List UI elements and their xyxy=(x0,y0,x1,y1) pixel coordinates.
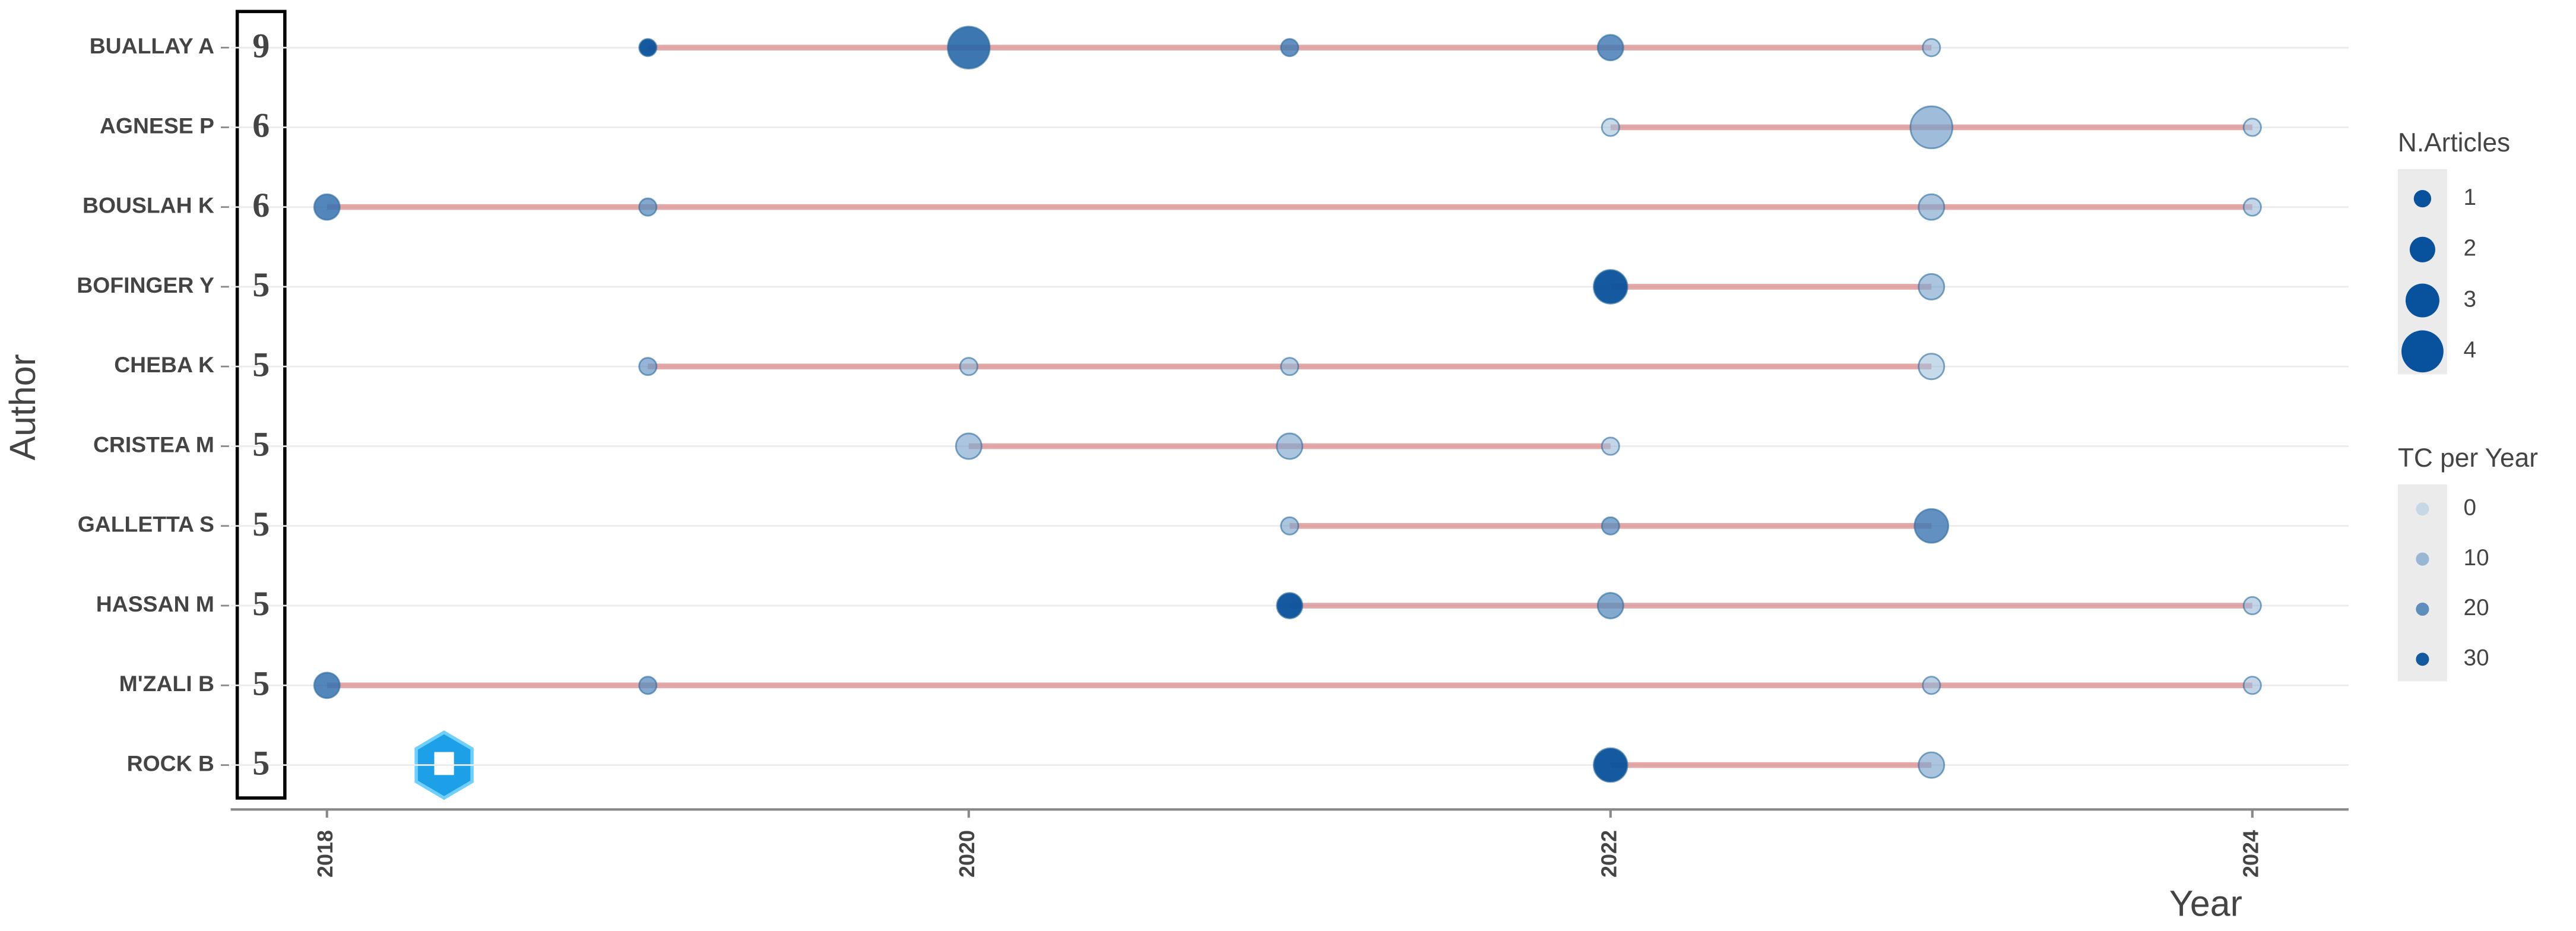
point xyxy=(1596,592,1624,619)
point xyxy=(638,197,658,217)
legend-color-key xyxy=(2416,653,2429,666)
legend-title: TC per Year xyxy=(2398,444,2538,473)
total-label: 5 xyxy=(252,744,270,783)
legend-color-key xyxy=(2416,602,2429,616)
point xyxy=(638,38,658,58)
legend-label: 10 xyxy=(2464,545,2489,571)
point xyxy=(2242,118,2262,137)
legend-panel xyxy=(2397,484,2447,682)
point xyxy=(1601,436,1620,456)
point xyxy=(2242,596,2262,616)
point xyxy=(1592,269,1628,305)
legend-label: 3 xyxy=(2464,286,2477,312)
point xyxy=(1280,38,1300,58)
legend-label: 2 xyxy=(2464,236,2477,261)
total-label: 5 xyxy=(252,664,270,702)
point xyxy=(1601,118,1620,137)
point xyxy=(1276,592,1304,619)
point xyxy=(1918,193,1946,221)
point xyxy=(313,193,341,221)
total-label: 5 xyxy=(252,505,270,543)
y-tick-label: CHEBA K xyxy=(114,352,214,377)
y-tick-label: HASSAN M xyxy=(96,591,214,616)
x-axis-title: Year xyxy=(2169,884,2242,924)
total-label: 5 xyxy=(252,265,270,304)
point xyxy=(313,672,341,699)
point xyxy=(1918,273,1946,300)
point xyxy=(1922,38,1941,58)
point xyxy=(1280,516,1300,536)
point xyxy=(1601,516,1620,536)
legend-label: 20 xyxy=(2464,595,2489,620)
total-label: 6 xyxy=(252,106,270,145)
legend-label: 30 xyxy=(2464,645,2489,671)
x-tick-label: 2018 xyxy=(313,830,337,878)
point xyxy=(1922,676,1941,695)
total-label: 5 xyxy=(252,345,270,384)
point xyxy=(1276,432,1304,460)
point xyxy=(955,432,983,460)
point xyxy=(1596,34,1624,62)
legend-color-key xyxy=(2416,552,2429,566)
y-tick-label: ROCK B xyxy=(127,750,214,775)
legend-label: 0 xyxy=(2464,495,2477,521)
point xyxy=(1918,353,1946,381)
x-tick-label: 2022 xyxy=(1596,830,1621,878)
legend-size-key xyxy=(2401,330,2444,373)
point xyxy=(959,357,978,376)
total-label: 9 xyxy=(252,26,270,65)
point xyxy=(1913,508,1950,544)
legend-label: 4 xyxy=(2464,337,2477,363)
point xyxy=(1909,105,1954,150)
legend-color-key xyxy=(2416,502,2429,516)
totals-box xyxy=(235,10,287,800)
legend-size-key xyxy=(2405,283,2439,318)
legend-size-key xyxy=(2413,189,2432,208)
x-tick-label: 2020 xyxy=(955,830,979,878)
total-label: 5 xyxy=(252,425,270,464)
point xyxy=(1280,357,1300,376)
y-tick-label: CRISTEA M xyxy=(93,432,214,457)
point xyxy=(1918,751,1946,779)
point xyxy=(2242,676,2262,695)
point xyxy=(638,676,658,695)
point xyxy=(946,26,991,69)
x-tick-label: 2024 xyxy=(2238,830,2263,878)
y-tick-label: BUALLAY A xyxy=(90,33,214,58)
y-tick-label: AGNESE P xyxy=(100,113,214,138)
total-label: 6 xyxy=(252,186,270,224)
legend-size-key xyxy=(2409,236,2435,262)
legend-label: 1 xyxy=(2464,185,2477,210)
y-axis-title: Author xyxy=(2,354,43,460)
total-label: 5 xyxy=(252,584,270,623)
y-tick-label: BOUSLAH K xyxy=(83,193,214,218)
y-tick-label: M'ZALI B xyxy=(119,671,214,696)
point xyxy=(2242,197,2262,217)
point xyxy=(1592,747,1628,783)
point xyxy=(638,357,658,376)
y-tick-label: GALLETTA S xyxy=(78,512,214,537)
y-tick-label: BOFINGER Y xyxy=(77,273,214,297)
legend-title: N.Articles xyxy=(2398,128,2510,157)
